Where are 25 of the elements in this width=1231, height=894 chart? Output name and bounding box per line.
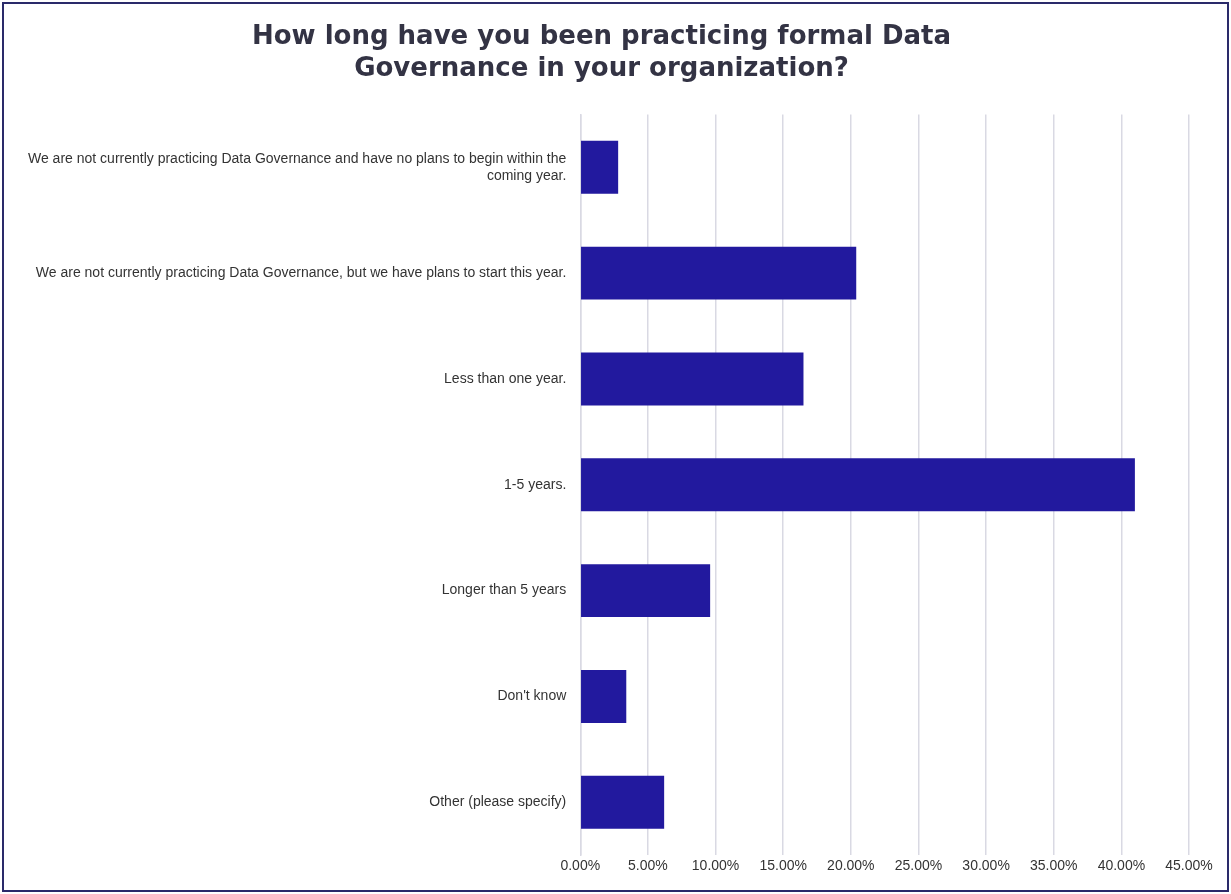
bar	[581, 140, 619, 194]
x-tick-label: 35.00%	[1029, 857, 1078, 874]
x-tick-label: 45.00%	[1165, 857, 1213, 874]
x-tick-label: 0.00%	[560, 857, 601, 874]
y-tick-label: We are not currently practicing Data Governance, but we have plans to start this year.	[35, 264, 567, 280]
chart-title: How long have you been practicing formal Data Governance in your organization?	[251, 20, 952, 82]
bar	[581, 775, 665, 829]
bar	[581, 246, 857, 300]
y-tick-label: 1-5 years.	[504, 475, 567, 492]
x-tick-label: 10.00%	[691, 857, 740, 874]
x-tick-label: 20.00%	[827, 857, 875, 874]
bar	[581, 458, 1135, 512]
x-tick-label: 25.00%	[894, 857, 943, 874]
y-tick-label: Longer than 5 years	[441, 581, 567, 598]
x-tick-label: 5.00%	[628, 857, 668, 874]
y-tick-label: Don't know	[497, 687, 568, 704]
bar	[581, 564, 711, 618]
y-tick-label: Other (please specify)	[429, 793, 567, 810]
y-tick-label: Less than one year.	[444, 369, 567, 386]
x-tick-label: 40.00%	[1097, 857, 1146, 874]
bar	[581, 670, 627, 723]
x-tick-label: 30.00%	[962, 857, 1010, 874]
y-tick-label: We are not currently practicing Data Governance and have no plans to begin within the coming year.	[27, 149, 567, 183]
bar	[581, 352, 804, 406]
x-tick-label: 15.00%	[759, 857, 807, 874]
